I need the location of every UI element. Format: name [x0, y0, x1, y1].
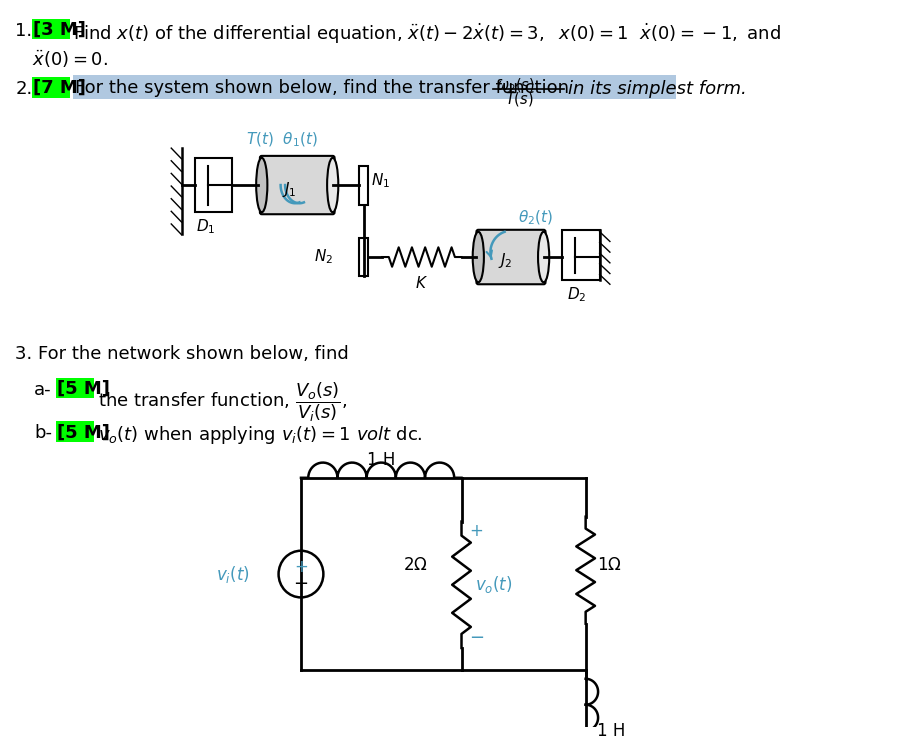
Text: For the system shown below, find the transfer function: For the system shown below, find the tra… — [75, 79, 569, 97]
Text: 3. For the network shown below, find: 3. For the network shown below, find — [16, 345, 349, 363]
Text: [5 M]: [5 M] — [57, 380, 110, 398]
FancyBboxPatch shape — [56, 377, 94, 398]
Text: [3 M]: [3 M] — [33, 21, 86, 39]
Text: the transfer function, $\dfrac{V_o(s)}{V_i(s)},$: the transfer function, $\dfrac{V_o(s)}{V… — [97, 380, 346, 424]
Text: $T(t)$  $\theta_1(t)$: $T(t)$ $\theta_1(t)$ — [246, 131, 318, 149]
Text: $J_1$: $J_1$ — [282, 181, 297, 199]
Text: −: − — [469, 629, 484, 647]
Text: −: − — [293, 575, 309, 593]
Text: $N_2$: $N_2$ — [313, 247, 333, 267]
Ellipse shape — [472, 232, 484, 282]
Text: $J_2$: $J_2$ — [498, 251, 513, 270]
Text: 1 H: 1 H — [367, 450, 395, 469]
Text: +: + — [294, 558, 308, 577]
Bar — [195, 158, 232, 212]
Text: $D_2$: $D_2$ — [567, 285, 586, 304]
Text: 1.: 1. — [16, 22, 32, 39]
Text: $\omega_2(s)$: $\omega_2(s)$ — [496, 76, 535, 94]
Text: a-: a- — [34, 380, 51, 398]
FancyBboxPatch shape — [260, 156, 335, 214]
FancyBboxPatch shape — [74, 75, 676, 100]
Circle shape — [278, 551, 323, 597]
Text: b-: b- — [34, 424, 52, 442]
Ellipse shape — [327, 158, 338, 212]
FancyBboxPatch shape — [32, 19, 70, 39]
Text: 1$\Omega$: 1$\Omega$ — [596, 557, 621, 574]
Bar — [358, 238, 369, 276]
Text: +: + — [469, 522, 482, 540]
Text: Find $x(t)$ of the differential equation, $\ddot{x}(t) - 2\dot{x}(t) = 3,$  $x(0: Find $x(t)$ of the differential equation… — [74, 22, 781, 46]
Text: 1 H: 1 H — [596, 721, 625, 739]
Text: $v_o(t)$: $v_o(t)$ — [474, 574, 512, 595]
Text: $K$: $K$ — [415, 274, 428, 291]
FancyBboxPatch shape — [32, 77, 70, 97]
Text: [5 M]: [5 M] — [57, 424, 110, 441]
Text: $D_1$: $D_1$ — [197, 217, 216, 236]
Ellipse shape — [256, 158, 267, 212]
Text: [7 M]: [7 M] — [33, 79, 86, 97]
Text: in its simplest form.: in its simplest form. — [568, 80, 746, 98]
FancyBboxPatch shape — [56, 421, 94, 442]
Text: 2.: 2. — [16, 80, 32, 98]
Text: $N_1$: $N_1$ — [371, 171, 390, 189]
Text: $\ddot{x}(0) = 0.$: $\ddot{x}(0) = 0.$ — [32, 49, 108, 71]
FancyBboxPatch shape — [476, 230, 546, 285]
Text: 2$\Omega$: 2$\Omega$ — [403, 557, 428, 574]
Ellipse shape — [538, 232, 550, 282]
Bar — [358, 166, 369, 204]
Text: $v_i(t)$: $v_i(t)$ — [216, 564, 250, 585]
Text: $\theta_2(t)$: $\theta_2(t)$ — [518, 208, 553, 227]
Bar — [562, 230, 599, 280]
Text: $T(s)$: $T(s)$ — [505, 90, 534, 108]
Text: $v_o(t)$ when applying $v_i(t) = 1$ $\mathit{volt}$ dc.: $v_o(t)$ when applying $v_i(t) = 1$ $\ma… — [97, 424, 422, 447]
